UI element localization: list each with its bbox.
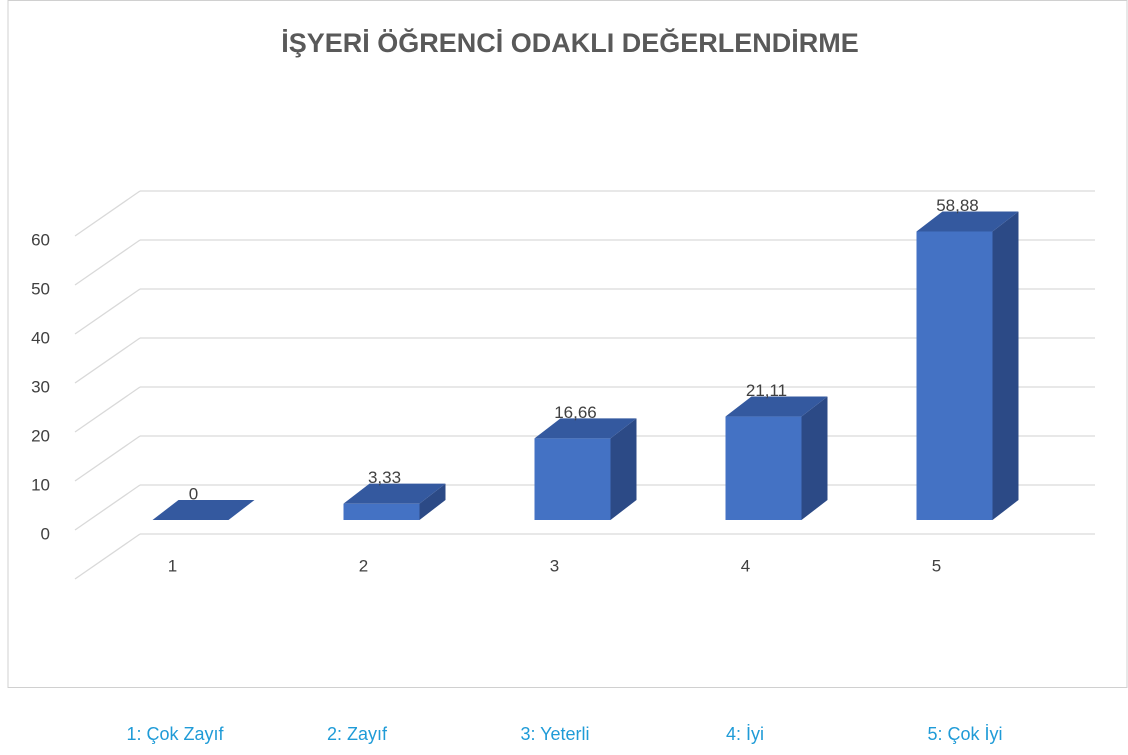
bar-side (419, 483, 446, 520)
data-label: 21,11 (746, 381, 787, 400)
y-tick-label: 60 (31, 230, 50, 249)
bar-top (152, 500, 255, 520)
bar-side (992, 211, 1019, 520)
bar (534, 438, 611, 520)
note: 2: Zayıf (327, 724, 388, 744)
y-tick-label: 40 (31, 328, 50, 347)
grid-line-side (74, 190, 141, 237)
data-label: 16,66 (554, 403, 597, 422)
y-tick-label: 50 (31, 279, 50, 298)
bar-top (725, 396, 828, 417)
grid-line-side (74, 239, 141, 286)
note: 4: İyi (726, 724, 764, 744)
y-tick-label: 20 (31, 426, 50, 445)
grid-line-side (74, 484, 141, 531)
grid-line-side (74, 533, 141, 580)
bar-side (801, 396, 828, 520)
note: 3: Yeterli (520, 724, 589, 744)
bar-top (343, 483, 446, 504)
bar (725, 416, 802, 520)
bar-top (916, 211, 1019, 232)
bar-top (534, 418, 637, 439)
data-label: 58,88 (936, 196, 979, 215)
data-label: 3,33 (368, 468, 401, 487)
y-tick-label: 30 (31, 377, 50, 396)
grid-line-side (74, 386, 141, 433)
chart-title: İŞYERİ ÖĞRENCİ ODAKLI DEĞERLENDİRME (281, 27, 859, 58)
bar-side (610, 418, 637, 520)
y-tick-label: 0 (41, 524, 50, 543)
bar (343, 503, 420, 520)
y-tick-label: 10 (31, 475, 50, 494)
grid-line-side (74, 435, 141, 482)
x-tick-label: 1 (168, 556, 177, 575)
note: 5: Çok İyi (927, 724, 1002, 744)
note: 1: Çok Zayıf (126, 724, 224, 744)
x-tick-label: 4 (741, 556, 750, 575)
grid-line-side (74, 337, 141, 384)
x-tick-label: 5 (932, 556, 941, 575)
x-tick-label: 3 (550, 556, 559, 575)
x-tick-label: 2 (359, 556, 368, 575)
data-label: 0 (189, 484, 198, 503)
grid-line-side (74, 288, 141, 335)
bar (916, 231, 993, 520)
